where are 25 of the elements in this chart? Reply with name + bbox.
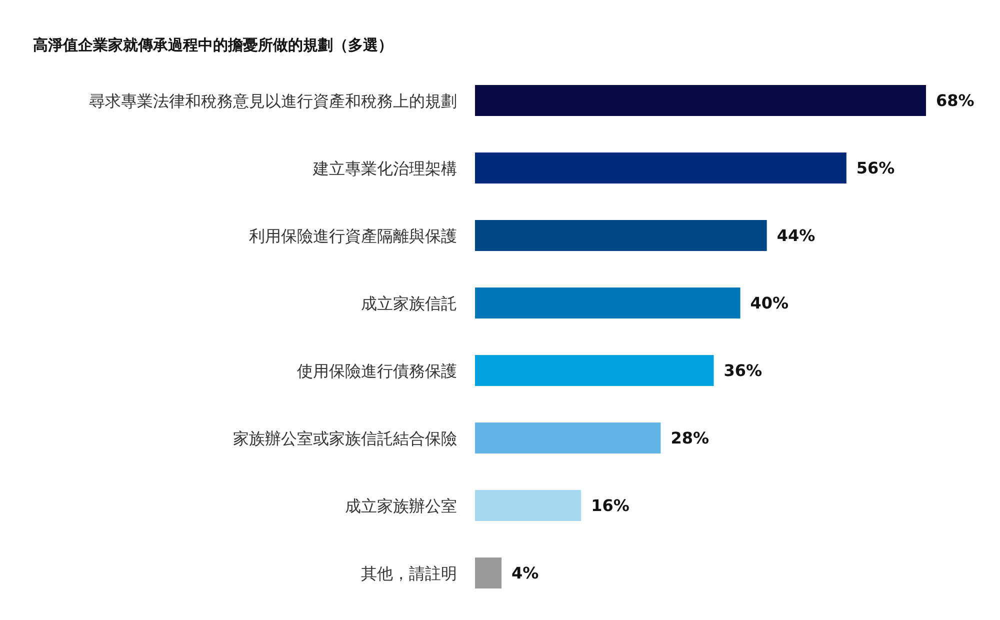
bar: [475, 85, 926, 116]
bar: [475, 220, 767, 251]
data-label: 40%: [750, 294, 789, 313]
y-tick-label: 尋求專業法律和稅務意見以進行資產和稅務上的規劃: [89, 91, 457, 110]
data-label: 44%: [776, 226, 816, 246]
y-tick-label: 使用保險進行債務保護: [297, 361, 457, 380]
data-label: 16%: [591, 496, 630, 516]
data-label: 36%: [724, 361, 762, 380]
bar: [475, 355, 714, 386]
bar: [475, 152, 846, 184]
y-tick-label: 家族辦公室或家族信託結合保險: [233, 428, 457, 448]
data-label: 4%: [512, 564, 539, 583]
bar: [475, 490, 582, 521]
y-tick-label: 建立專業化治理架構: [312, 158, 457, 178]
y-tick-label: 利用保險進行資產隔離與保護: [249, 226, 457, 246]
text: 高淨值企業家就傳承過程中的擔憂所做的規劃（多選）: [33, 36, 393, 55]
bar: [475, 288, 740, 318]
y-tick-label: 成立家族信託: [361, 294, 457, 313]
bar: [475, 422, 661, 454]
data-label: 56%: [856, 158, 895, 178]
data-label: 28%: [670, 428, 710, 448]
data-label: 68%: [936, 91, 974, 110]
bar: [475, 558, 502, 588]
y-tick-label: 其他，請註明: [361, 564, 457, 583]
y-tick-label: 成立家族辦公室: [345, 496, 457, 516]
